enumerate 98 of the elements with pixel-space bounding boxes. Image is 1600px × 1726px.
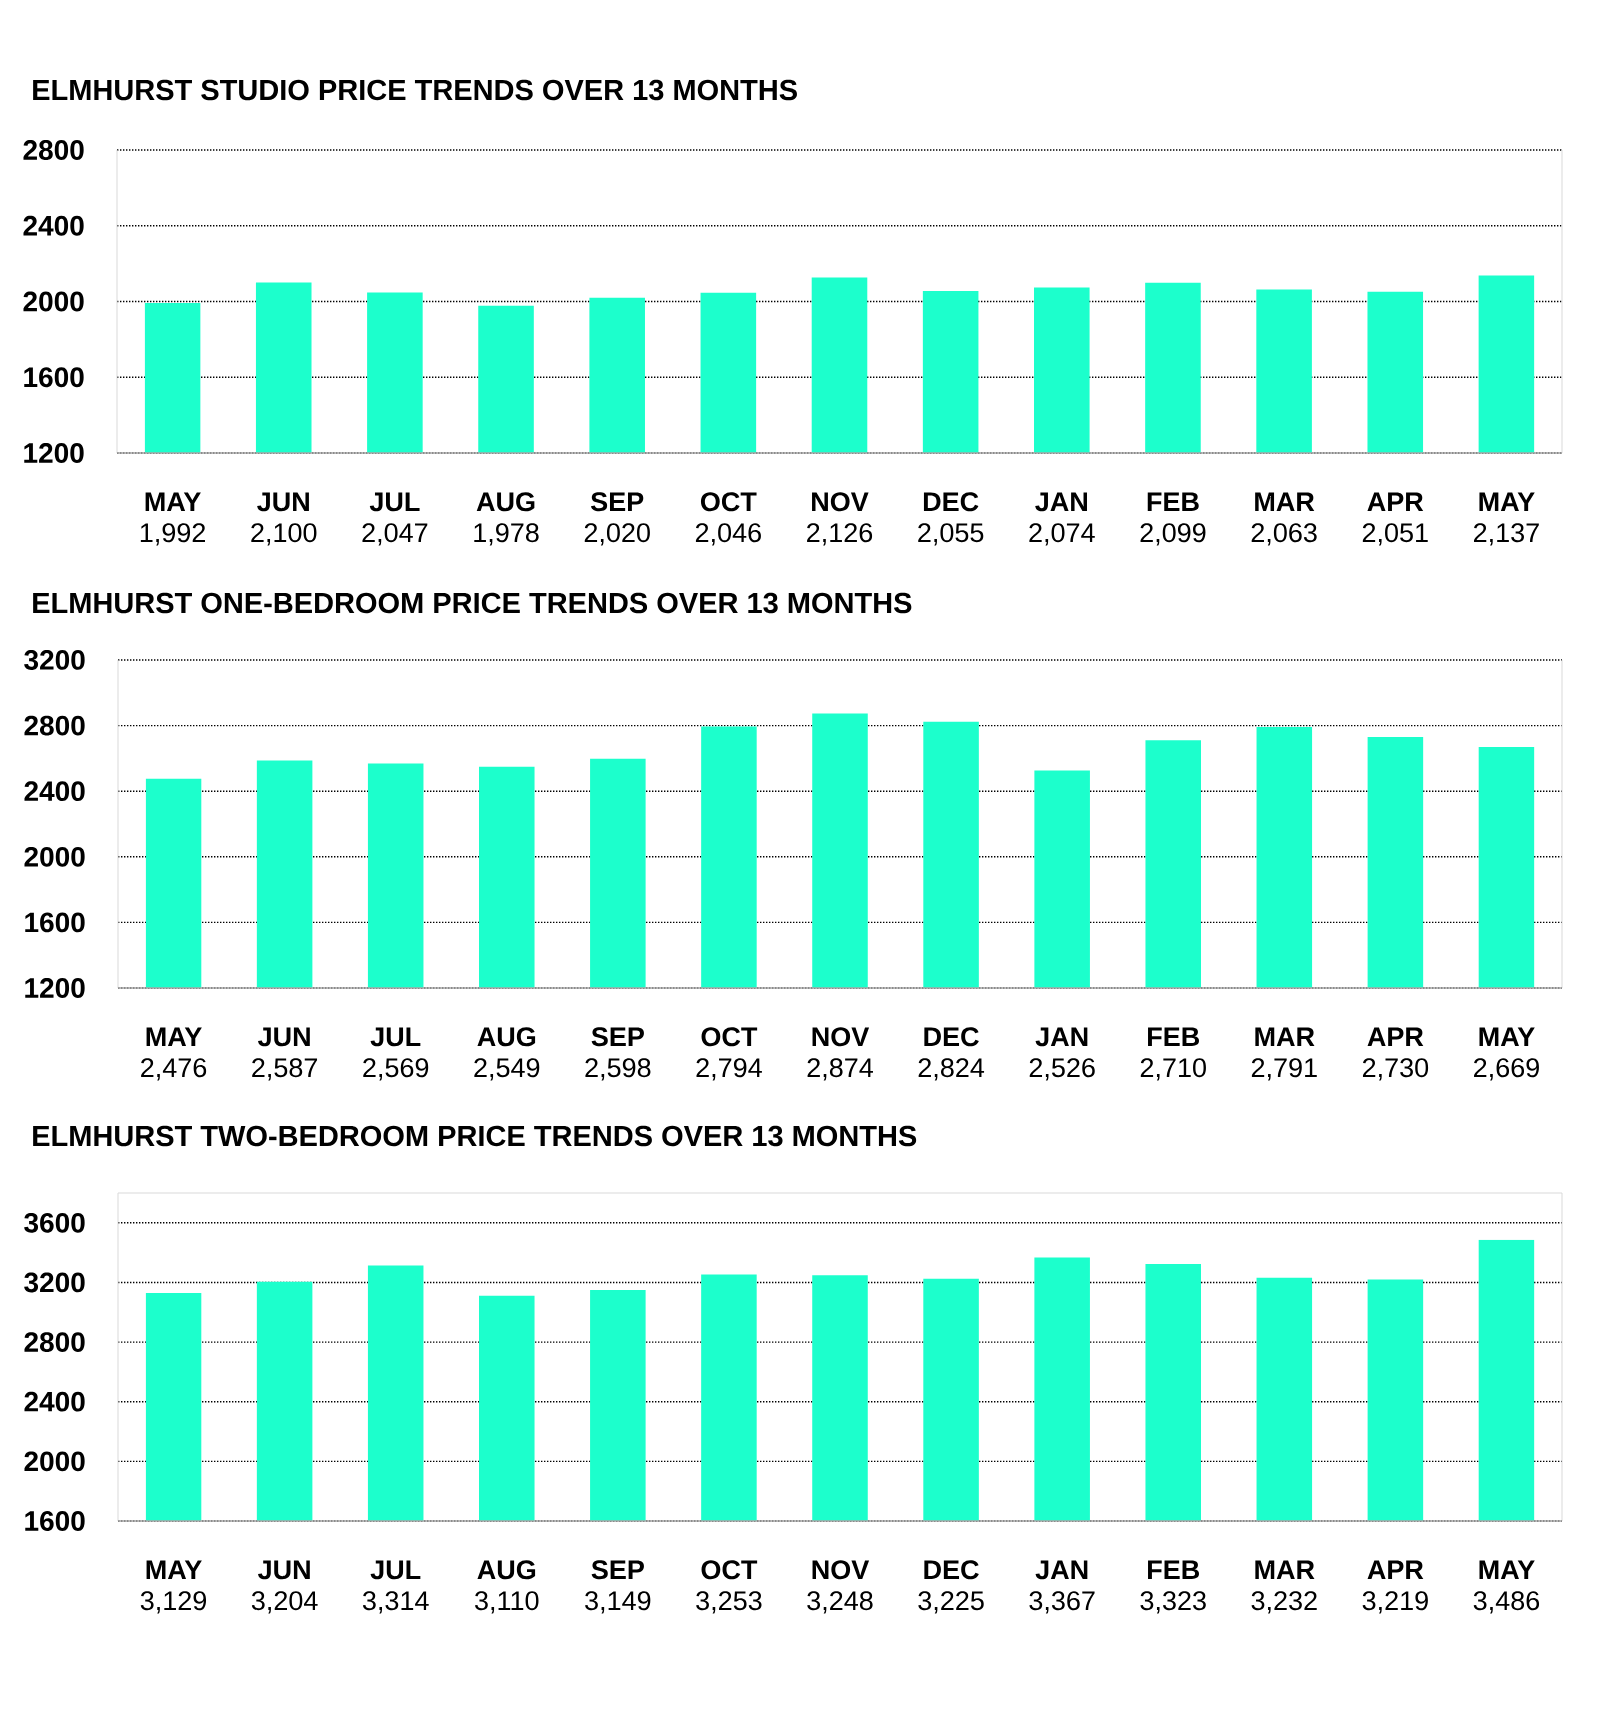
data-label: 3,248 [807, 1591, 873, 1614]
x-tick-label: JUN [258, 1027, 310, 1047]
chart-title: ELMHURST TWO-BEDROOM PRICE TRENDS OVER 13 MONTHS [33, 1125, 917, 1147]
data-label: 3,323 [1140, 1591, 1206, 1614]
y-tick-label: 2000 [24, 846, 85, 867]
y-tick-label: 1200 [25, 978, 85, 998]
data-label: 2,099 [1140, 523, 1206, 546]
data-label: 2,100 [251, 523, 317, 546]
y-tick-label: 1600 [24, 367, 84, 388]
data-label: 2,055 [918, 523, 984, 546]
x-tick-label: APR [1367, 1027, 1424, 1046]
x-tick-label: MAY [1479, 1560, 1535, 1579]
x-tick-label: MAY [1479, 1027, 1535, 1046]
y-tick-label: 2800 [24, 715, 85, 736]
data-label: 2,137 [1474, 523, 1539, 546]
x-tick-label: MAY [146, 1560, 202, 1579]
data-label: 3,486 [1473, 1591, 1540, 1614]
x-tick-label: JUN [257, 492, 309, 512]
x-tick-label: JUL [370, 1027, 421, 1047]
data-label: 2,794 [696, 1058, 762, 1081]
y-tick-label: 2400 [24, 1391, 85, 1412]
y-tick-label: 2000 [23, 291, 84, 312]
data-label: 2,587 [252, 1058, 318, 1081]
data-label: 2,051 [1362, 523, 1428, 546]
data-label: 2,526 [1029, 1058, 1095, 1081]
data-label: 2,063 [1251, 523, 1317, 546]
x-tick-label: DEC [923, 492, 979, 512]
y-tick-label: 3200 [24, 1272, 85, 1293]
data-label: 3,110 [475, 1591, 539, 1614]
x-tick-label: MAR [1255, 1027, 1315, 1046]
x-tick-label: MAY [1479, 492, 1535, 511]
y-tick-label: 2400 [24, 781, 85, 802]
x-tick-label: AUG [476, 492, 535, 512]
x-tick-label: DEC [924, 1027, 979, 1047]
data-label: 2,074 [1029, 523, 1095, 546]
chart-title: ELMHURST STUDIO PRICE TRENDS OVER 13 MONTHS [33, 79, 797, 101]
data-label: 3,232 [1251, 1591, 1317, 1614]
y-tick-label: 1600 [25, 1511, 85, 1531]
x-tick-label: JAN [1035, 1027, 1088, 1047]
x-tick-label: MAY [146, 1027, 202, 1046]
x-tick-label: JAN [1035, 492, 1087, 512]
data-label: 1,978 [474, 523, 539, 546]
y-tick-label: 2000 [24, 1451, 85, 1472]
x-tick-label: OCT [700, 492, 757, 512]
x-tick-label: OCT [701, 1560, 758, 1580]
data-label: 2,824 [918, 1058, 985, 1081]
chart-title: ELMHURST ONE-BEDROOM PRICE TRENDS OVER 13 MONTHS [33, 592, 912, 614]
y-tick-label: 3600 [24, 1212, 85, 1233]
x-tick-label: JUL [370, 1560, 421, 1580]
data-label: 2,874 [807, 1058, 873, 1081]
data-label: 3,129 [140, 1591, 207, 1614]
data-label: 3,367 [1029, 1591, 1095, 1614]
x-tick-label: FEB [1148, 1027, 1200, 1046]
data-label: 1,992 [140, 523, 205, 546]
data-label: 2,598 [585, 1058, 651, 1081]
x-tick-label: SEP [591, 1560, 644, 1580]
y-tick-label: 2800 [24, 1332, 85, 1352]
x-tick-label: MAR [1255, 492, 1315, 511]
data-label: 3,225 [918, 1591, 984, 1614]
x-tick-label: FEB [1147, 492, 1199, 511]
x-tick-label: AUG [477, 1560, 536, 1580]
data-label: 2,791 [1251, 1058, 1317, 1081]
y-tick-label: 1200 [24, 443, 84, 463]
x-tick-label: APR [1367, 1560, 1424, 1579]
x-tick-label: OCT [701, 1027, 758, 1047]
x-tick-label: APR [1367, 492, 1424, 511]
data-label: 2,047 [362, 523, 428, 546]
x-tick-label: NOV [812, 1560, 870, 1580]
x-tick-label: NOV [812, 492, 869, 512]
y-tick-label: 2400 [23, 215, 84, 236]
data-label: 2,126 [807, 523, 873, 546]
data-label: 2,710 [1140, 1058, 1206, 1081]
data-label: 2,549 [474, 1058, 540, 1081]
x-tick-label: DEC [924, 1560, 979, 1580]
x-tick-label: JUN [258, 1560, 310, 1580]
x-tick-label: AUG [477, 1027, 536, 1047]
data-label: 2,046 [695, 523, 761, 546]
x-tick-label: SEP [591, 1027, 644, 1047]
data-label: 3,253 [696, 1591, 762, 1614]
data-label: 3,149 [585, 1591, 651, 1614]
y-tick-label: 2800 [23, 140, 84, 160]
data-label: 2,730 [1362, 1058, 1429, 1081]
data-label: 2,669 [1474, 1058, 1539, 1081]
data-label: 3,204 [251, 1591, 318, 1614]
x-tick-label: JAN [1035, 1560, 1088, 1580]
x-tick-label: SEP [590, 492, 644, 512]
data-label: 2,476 [141, 1058, 207, 1081]
y-tick-label: 1600 [25, 912, 85, 933]
x-tick-label: FEB [1148, 1560, 1200, 1579]
y-tick-label: 3200 [24, 650, 85, 670]
x-tick-label: MAR [1255, 1560, 1315, 1579]
data-label: 2,569 [363, 1058, 429, 1081]
x-tick-label: NOV [812, 1027, 870, 1047]
data-label: 2,020 [584, 523, 650, 546]
data-label: 3,314 [362, 1591, 429, 1614]
x-tick-label: MAY [145, 492, 201, 511]
data-label: 3,219 [1362, 1591, 1428, 1614]
x-tick-label: JUL [369, 492, 420, 512]
